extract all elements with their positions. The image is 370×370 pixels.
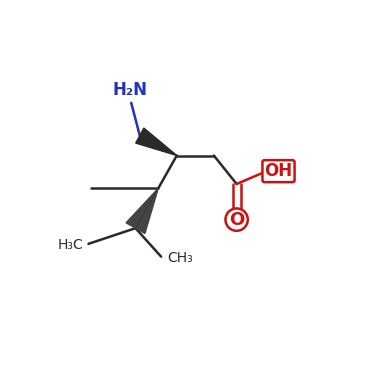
Text: H₃C: H₃C <box>58 238 83 252</box>
Polygon shape <box>126 188 158 233</box>
Text: O: O <box>229 211 244 229</box>
Polygon shape <box>136 128 177 155</box>
Text: H₂N: H₂N <box>112 81 147 98</box>
Text: CH₃: CH₃ <box>167 251 192 265</box>
Text: OH: OH <box>265 162 293 180</box>
